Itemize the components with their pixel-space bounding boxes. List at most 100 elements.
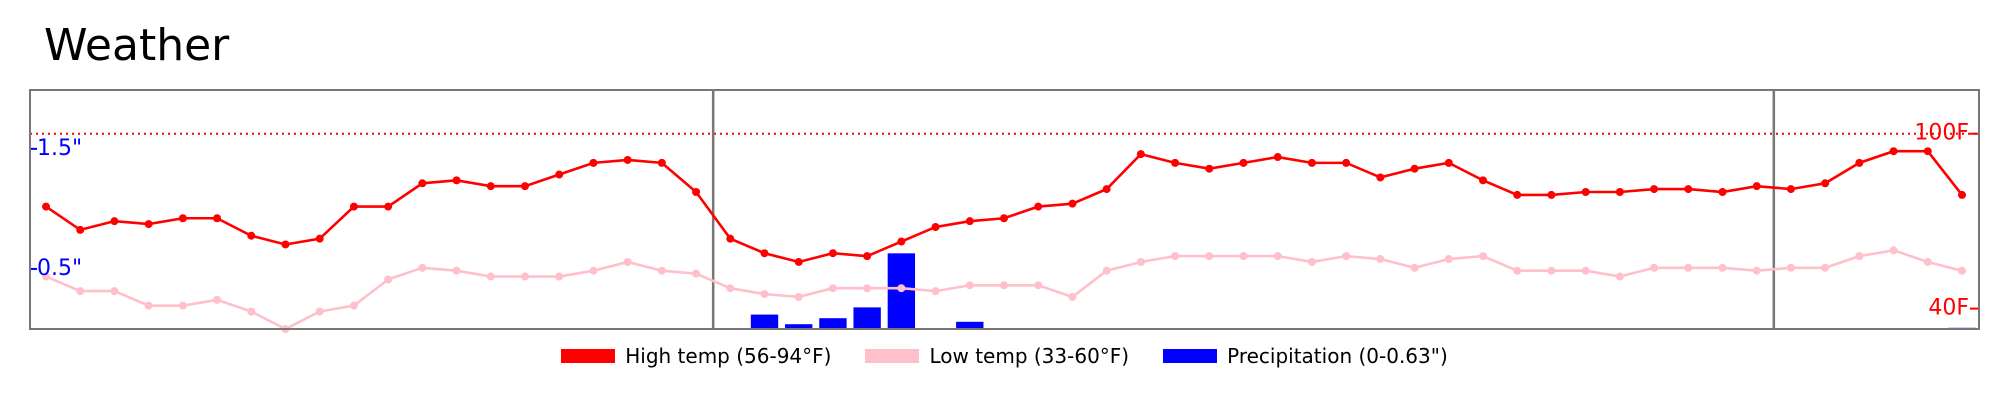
point (931, 222, 940, 231)
point (589, 158, 598, 167)
point (1684, 263, 1693, 272)
y2-tick-label: 40F (1928, 296, 1969, 321)
point (486, 182, 495, 191)
point (657, 158, 666, 167)
point (1136, 257, 1145, 266)
point (1889, 147, 1898, 156)
point (1923, 257, 1932, 266)
point (1718, 188, 1727, 197)
point (1650, 185, 1659, 194)
point (1923, 147, 1932, 156)
point (213, 295, 222, 304)
point (794, 257, 803, 266)
point (897, 237, 906, 246)
chart: 0.5" 1.5" 40F 100F (29, 89, 1980, 333)
point (1034, 281, 1043, 290)
point (384, 275, 393, 284)
point (418, 263, 427, 272)
point (828, 284, 837, 293)
point (1513, 190, 1522, 199)
point (213, 214, 222, 223)
point (1376, 255, 1385, 264)
point (1273, 153, 1282, 162)
point (349, 202, 358, 211)
point (247, 307, 256, 316)
legend-label: Precipitation (0-0.63") (1227, 344, 1448, 368)
legend-swatch (865, 349, 920, 363)
point (1239, 252, 1248, 261)
bar (853, 307, 881, 329)
point (1855, 158, 1864, 167)
point (1444, 158, 1453, 167)
point (1034, 202, 1043, 211)
point (692, 188, 701, 197)
point (486, 272, 495, 281)
point (760, 249, 769, 258)
point (1171, 158, 1180, 167)
point (1821, 263, 1830, 272)
point (692, 269, 701, 278)
point (726, 284, 735, 293)
point (178, 301, 187, 310)
point (349, 301, 358, 310)
point (1786, 263, 1795, 272)
point (1136, 150, 1145, 159)
point (794, 292, 803, 301)
point (931, 287, 940, 296)
legend-item: Precipitation (0-0.63") (1163, 344, 1448, 368)
point (828, 249, 837, 258)
point (281, 240, 290, 249)
legend-swatch (1163, 349, 1218, 363)
point (1581, 266, 1590, 275)
point (623, 155, 632, 164)
point (1786, 185, 1795, 194)
point (452, 266, 461, 275)
point (1855, 252, 1864, 261)
point (1342, 158, 1351, 167)
point (1068, 199, 1077, 208)
point (1273, 252, 1282, 261)
point (76, 287, 85, 296)
point (1342, 252, 1351, 261)
point (1650, 263, 1659, 272)
bar (785, 324, 813, 329)
legend-swatch (561, 349, 616, 363)
point (1684, 185, 1693, 194)
point (521, 182, 529, 191)
point (1889, 246, 1898, 255)
point (1547, 190, 1556, 199)
point (1307, 257, 1316, 266)
bar (750, 314, 779, 329)
chart-title: Weather (44, 20, 230, 71)
point (1171, 252, 1180, 261)
line (45, 149, 1964, 264)
point (657, 266, 666, 275)
legend: High temp (56-94°F) Low temp (33-60°F) Pre… (0, 344, 2009, 368)
y-tick-label: 0.5" (37, 256, 82, 281)
point (1958, 190, 1966, 199)
point (760, 290, 769, 299)
point (1376, 173, 1385, 182)
bar (819, 318, 847, 329)
point (178, 214, 187, 223)
point (144, 301, 153, 310)
point (965, 281, 974, 290)
point (110, 287, 119, 296)
point (589, 266, 598, 275)
legend-label: High temp (56-94°F) (625, 344, 832, 368)
point (863, 252, 872, 261)
point (1718, 263, 1727, 272)
point (1547, 266, 1556, 275)
legend-item: High temp (56-94°F) (561, 344, 831, 368)
point (1102, 185, 1111, 194)
point (247, 231, 256, 240)
point (42, 272, 50, 281)
point (1000, 281, 1008, 290)
point (1205, 252, 1214, 261)
legend-item: Low temp (33-60°F) (865, 344, 1129, 368)
point (1581, 188, 1590, 197)
point (1615, 272, 1624, 281)
y2-tick-label: 100F (1914, 121, 1969, 146)
